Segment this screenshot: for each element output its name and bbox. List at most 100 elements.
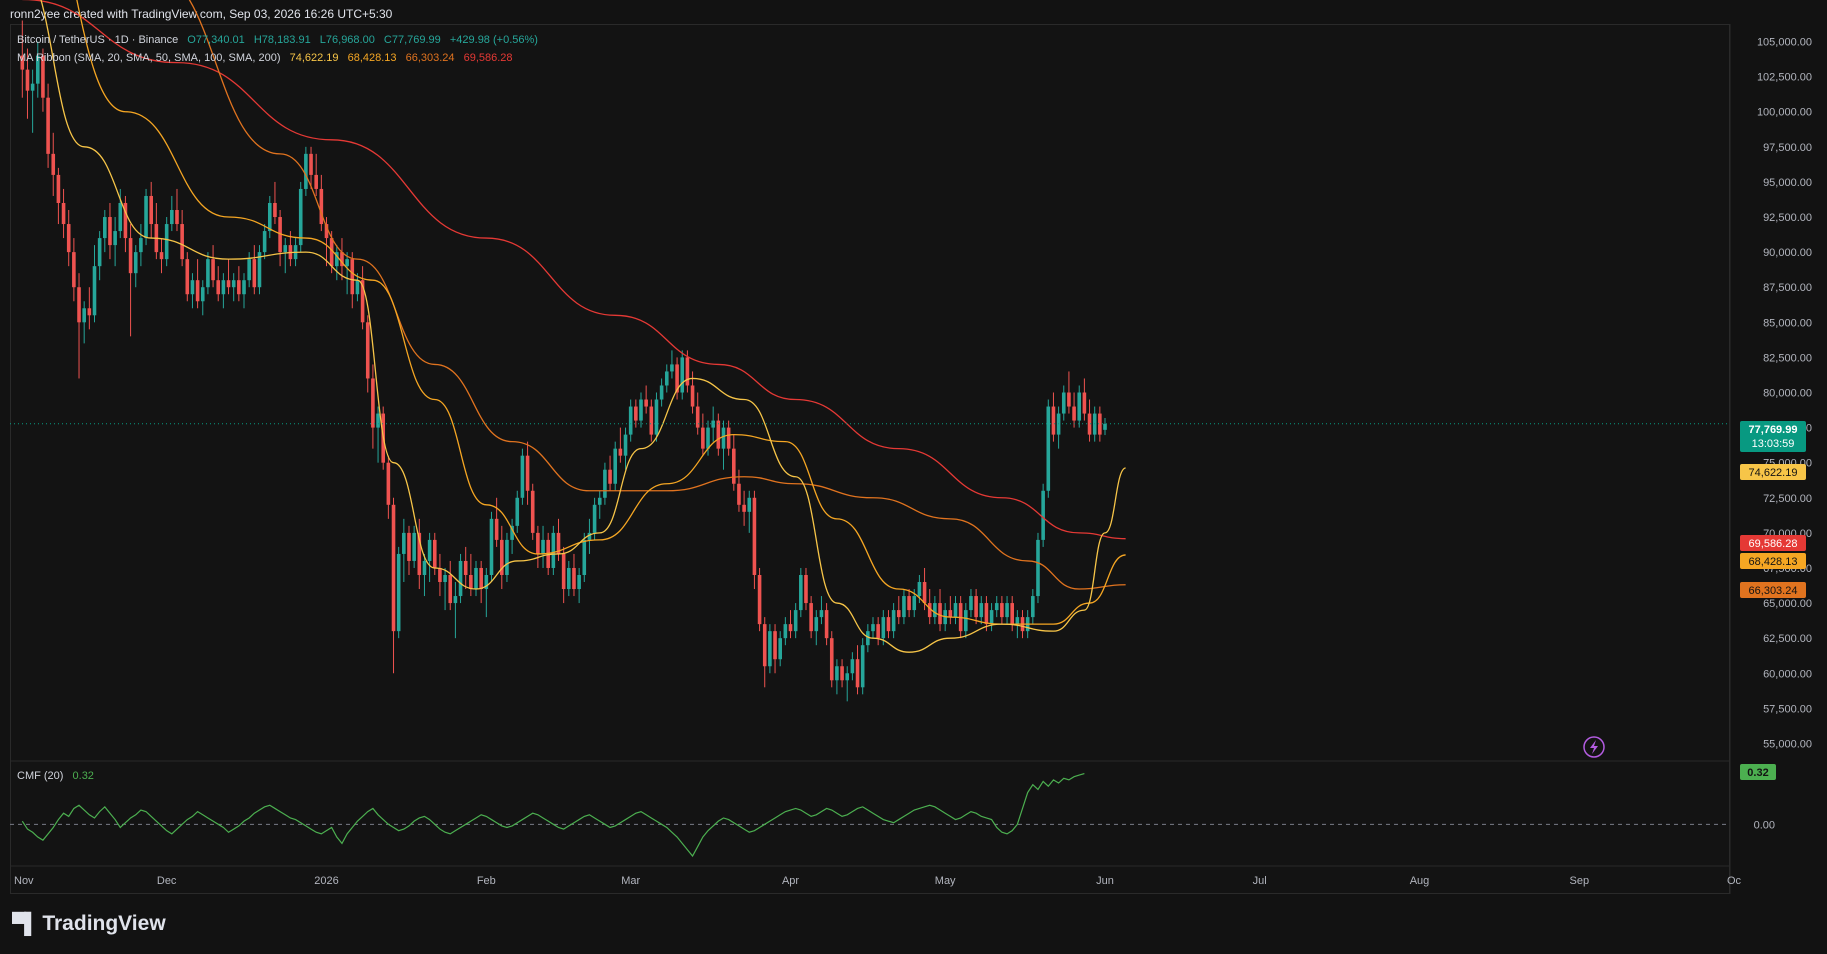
candle-body — [242, 280, 246, 295]
ohlc-low: L76,968.00 — [319, 34, 375, 46]
candle-body — [902, 596, 906, 618]
candle-body — [597, 497, 602, 505]
candle-body — [350, 259, 355, 295]
candle-body — [407, 532, 411, 561]
candle-body — [675, 364, 679, 393]
cmf-legend[interactable]: CMF (20) 0.32 — [17, 770, 100, 782]
time-tick-label: Dec — [157, 875, 177, 887]
candle-body — [551, 532, 556, 568]
candle-body — [783, 624, 788, 639]
tradingview-logo-icon: ▀▌ — [12, 912, 38, 935]
cmf-value-tag: 0.32 — [1740, 764, 1776, 780]
candle-body — [711, 420, 715, 428]
ma100-value: 66,303.24 — [405, 52, 455, 64]
candle-body — [881, 617, 886, 639]
ma50-price-tag: 68,428.13 — [1740, 553, 1806, 569]
ma50-line — [76, 0, 1126, 625]
cmf-tag-value: 0.32 — [1747, 767, 1768, 779]
candle-body — [432, 539, 437, 568]
candle-body — [25, 69, 30, 91]
candle-body — [20, 55, 25, 70]
candle-body — [809, 603, 813, 632]
candle-body — [520, 455, 525, 498]
candle-body — [690, 385, 695, 407]
candle-body — [273, 202, 277, 218]
candle-body — [283, 245, 288, 253]
candle-body — [61, 202, 66, 225]
candle-body — [365, 322, 370, 379]
ma200-price-tag: 69,586.28 — [1740, 535, 1806, 551]
price-axis[interactable]: 105,000.00 102,500.00 100,000.00 97,500.00 9… — [1757, 37, 1812, 751]
candle-body — [989, 610, 994, 625]
time-tick-label: Oc — [1727, 875, 1742, 887]
price-tick-label: 72,500.00 — [1763, 493, 1812, 505]
candle-body — [46, 97, 50, 154]
ma-ribbon-legend[interactable]: MA Ribbon (SMA, 20, SMA, 50, SMA, 100, S… — [17, 52, 519, 64]
symbol-legend[interactable]: Bitcoin / TetherUS · 1D · Binance O77,34… — [17, 34, 544, 46]
ohlc-open: O77,340.01 — [187, 34, 245, 46]
candle-body — [149, 195, 154, 225]
candle-body — [1103, 423, 1107, 430]
candle-body — [634, 406, 638, 421]
candle-body — [469, 574, 473, 590]
candle-body — [603, 469, 607, 498]
candle-body — [376, 413, 380, 428]
price-tick-label: 57,500.00 — [1763, 703, 1812, 715]
candle-body — [768, 631, 772, 667]
candle-body — [969, 596, 973, 611]
candle-body — [773, 631, 777, 660]
candle-body — [912, 596, 917, 611]
last-price-tag: 77,769.99 13:03:59 — [1740, 421, 1806, 452]
candle-body — [77, 287, 81, 323]
candle-body — [51, 153, 56, 175]
ma50-tag-value: 68,428.13 — [1749, 556, 1798, 568]
candle-body — [1067, 392, 1071, 407]
candle-body — [938, 603, 942, 625]
candle-body — [195, 280, 200, 302]
candle-body — [494, 518, 499, 540]
candle-body — [618, 448, 623, 456]
price-tick-label: 80,000.00 — [1763, 388, 1812, 400]
candle-body — [1077, 392, 1082, 421]
candle-body — [525, 455, 530, 491]
tradingview-logo[interactable]: ▀▌ TradingView — [12, 912, 166, 936]
candle-body — [984, 603, 989, 625]
candle-body — [56, 174, 61, 203]
candle-body — [649, 406, 654, 435]
ma50-value: 68,428.13 — [347, 52, 397, 64]
candle-body — [113, 231, 117, 246]
candle-body — [567, 567, 571, 590]
candle-body — [335, 252, 339, 267]
candle-body — [1015, 617, 1020, 625]
ma20-line — [40, 0, 1126, 653]
ma-ribbon-label: MA Ribbon (SMA, 20, SMA, 50, SMA, 100, S… — [17, 52, 281, 64]
lightning-icon[interactable] — [1583, 736, 1605, 758]
brand-name: TradingView — [42, 912, 166, 935]
candle-body — [417, 532, 422, 575]
candle-body — [670, 364, 674, 372]
candle-body — [200, 287, 205, 302]
candle-body — [304, 153, 308, 189]
cmf-tick-label: 0.00 — [1754, 819, 1775, 831]
candle-body — [659, 385, 664, 400]
candle-body — [685, 357, 690, 386]
ma20-value: 74,622.19 — [289, 52, 339, 64]
candle-body — [216, 280, 221, 295]
candle-body — [170, 210, 174, 225]
candle-body — [530, 490, 535, 533]
candle-body — [412, 532, 416, 561]
ma200-tag-value: 69,586.28 — [1749, 538, 1798, 550]
time-axis[interactable]: Nov Dec 2026 Feb Mar Apr May Jun Jul Aug Sep Oc — [14, 875, 1742, 887]
candle-body — [422, 560, 427, 575]
time-tick-label: Mar — [621, 875, 640, 887]
candle-body — [695, 406, 700, 428]
candle-body — [118, 202, 123, 232]
price-tick-label: 62,500.00 — [1763, 633, 1812, 645]
candle-body — [582, 539, 587, 575]
candle-body — [1087, 413, 1092, 435]
price-tick-label: 100,000.00 — [1757, 107, 1812, 119]
candle-body — [391, 504, 396, 632]
price-tick-label: 102,500.00 — [1757, 72, 1812, 84]
candle-body — [499, 539, 504, 575]
